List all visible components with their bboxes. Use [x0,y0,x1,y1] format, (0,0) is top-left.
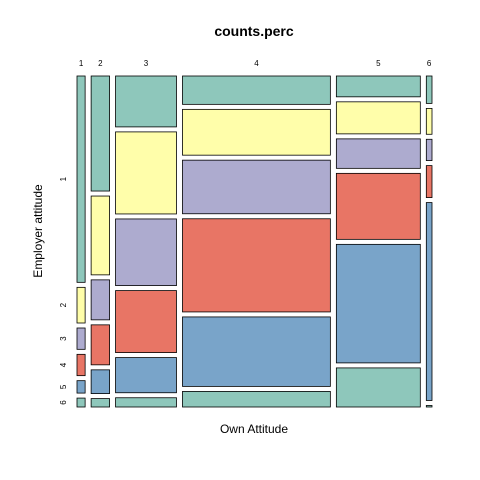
row-label-5: 5 [59,384,68,389]
mosaic-tile-4-4 [182,219,330,312]
chart-title: counts.perc [214,23,294,39]
mosaic-tile-1-1 [77,76,85,282]
column-label-4: 4 [254,59,259,68]
mosaic-tile-6-1 [426,76,432,103]
mosaic-tile-6-4 [426,166,432,198]
column-label-3: 3 [144,59,149,68]
mosaic-tile-4-6 [182,391,330,407]
mosaic-tile-4-2 [182,109,330,155]
mosaic-tile-4-1 [182,76,330,104]
row-label-4: 4 [59,362,68,367]
mosaic-tile-2-3 [91,280,109,320]
mosaic-tile-3-2 [116,132,177,214]
mosaic-tile-3-1 [116,76,177,127]
mosaic-tile-5-2 [336,102,420,134]
mosaic-tile-3-5 [116,358,177,393]
mosaic-tile-1-4 [77,354,85,375]
mosaic-tile-3-4 [116,291,177,353]
mosaic-tile-2-4 [91,325,109,365]
mosaic-tile-3-3 [116,219,177,286]
mosaic-tile-5-3 [336,139,420,168]
mosaic-tile-2-5 [91,370,109,394]
column-label-2: 2 [98,59,103,68]
row-label-6: 6 [59,400,68,405]
column-label-1: 1 [79,59,84,68]
mosaic-tile-5-6 [336,368,420,407]
mosaic-tile-4-3 [182,160,330,214]
mosaic-tile-5-4 [336,173,420,239]
mosaic-tile-2-2 [91,196,109,275]
row-label-2: 2 [59,302,68,307]
y-axis-label: Employer attitude [31,184,45,278]
row-labels: 1 2 3 4 5 6 [59,176,68,404]
mosaic-tile-5-5 [336,244,420,363]
x-axis-label: Own Attitude [220,422,288,436]
mosaic-tile-6-2 [426,108,432,134]
mosaic-tile-6-6 [426,405,432,407]
mosaic-tile-2-6 [91,399,109,407]
mosaic-tile-1-5 [77,381,85,393]
mosaic-tile-1-6 [77,398,85,407]
mosaic-tile-6-3 [426,139,432,160]
mosaic-tile-2-1 [91,76,109,191]
mosaic-tiles [77,76,432,407]
row-label-3: 3 [59,336,68,341]
column-label-6: 6 [427,59,432,68]
row-label-1: 1 [59,176,68,181]
mosaic-tile-3-6 [116,398,177,407]
mosaic-tile-1-3 [77,328,85,349]
mosaic-tile-1-2 [77,287,85,323]
column-label-5: 5 [376,59,381,68]
mosaic-tile-6-5 [426,203,432,401]
column-labels: 1 2 3 4 5 6 [79,59,432,68]
mosaic-tile-4-5 [182,317,330,386]
mosaic-tile-5-1 [336,76,420,97]
